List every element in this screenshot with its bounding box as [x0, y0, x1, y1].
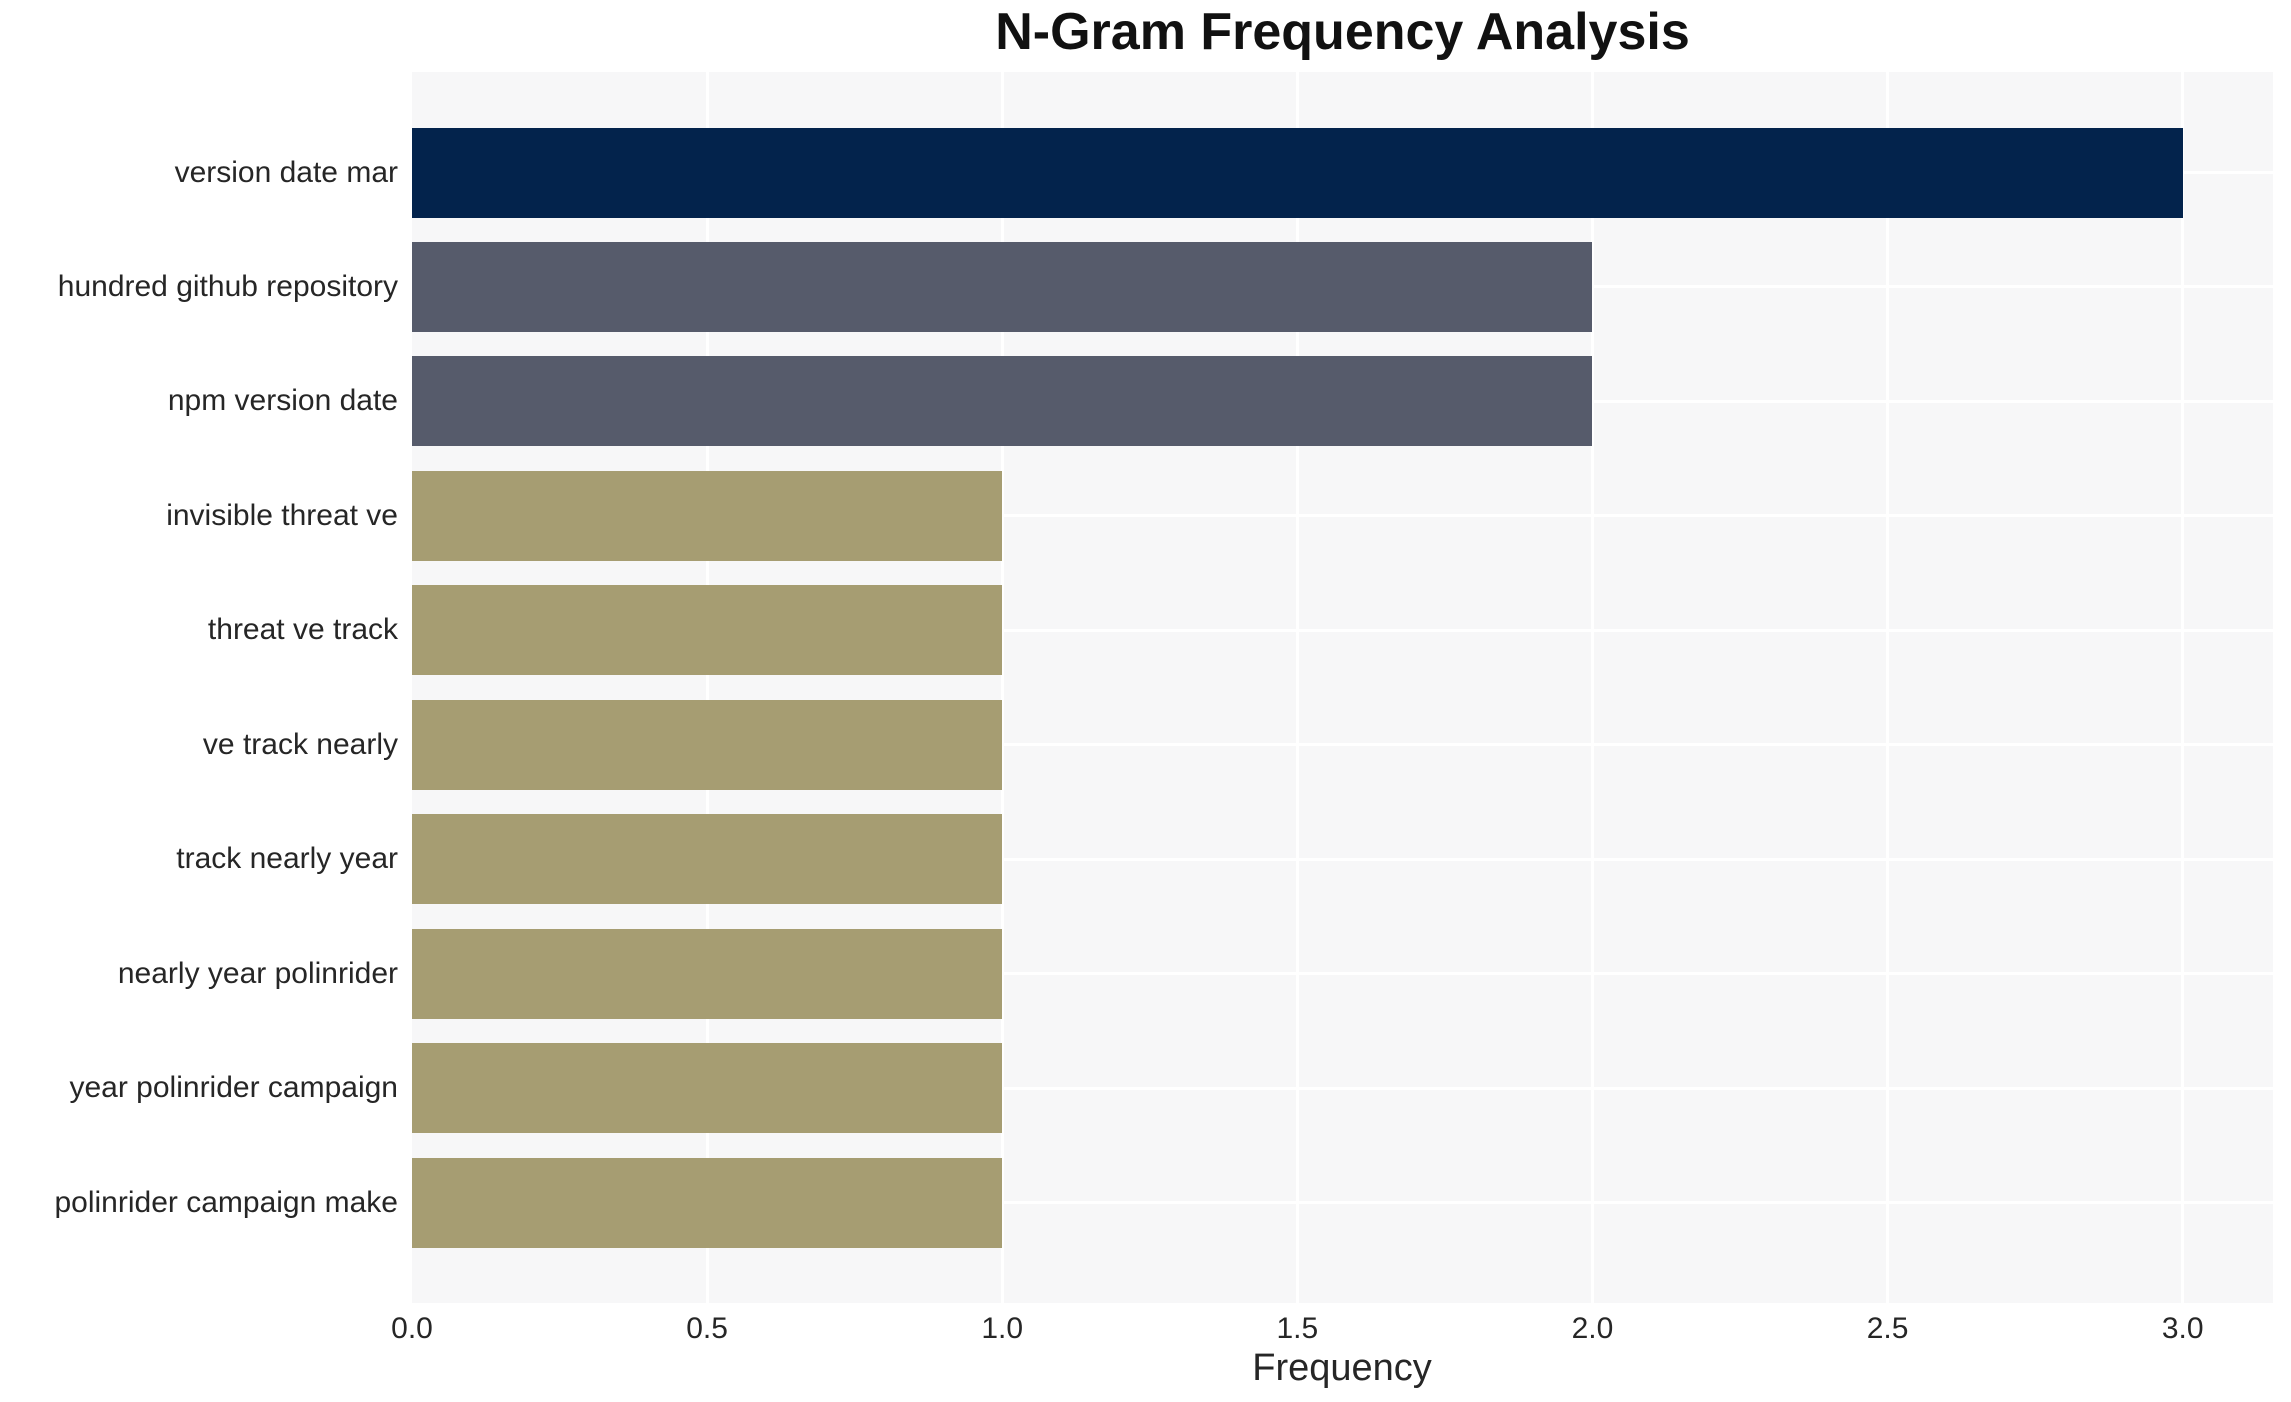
horizontal-gridline: [412, 1086, 2273, 1090]
y-tick-label: threat ve track: [207, 613, 398, 647]
bar: [412, 928, 1003, 1019]
horizontal-gridline: [412, 514, 2273, 518]
bar: [412, 127, 2183, 218]
vertical-gridline: [1000, 72, 1004, 1303]
y-tick-label: hundred github repository: [57, 269, 398, 303]
bar: [412, 1043, 1003, 1134]
bar: [412, 585, 1003, 676]
x-axis-title: Frequency: [1252, 1347, 1432, 1389]
y-tick-label: polinrider campaign make: [54, 1185, 398, 1219]
y-tick-label: ve track nearly: [202, 727, 398, 761]
y-tick-label: npm version date: [167, 384, 398, 418]
x-tick-label: 1.5: [1276, 1312, 1319, 1345]
vertical-gridline: [1886, 72, 1890, 1303]
x-tick-label: 0.5: [686, 1312, 728, 1345]
x-tick-label: 2.5: [1866, 1312, 1909, 1345]
vertical-gridline: [2181, 72, 2185, 1303]
bar: [412, 814, 1003, 905]
bar: [412, 356, 1593, 447]
x-tick-label: 2.0: [1571, 1312, 1614, 1345]
bar: [412, 241, 1593, 332]
vertical-gridline: [1590, 72, 1594, 1303]
x-tick-label: 3.0: [2161, 1312, 2204, 1345]
y-tick-label: version date mar: [174, 155, 398, 189]
x-tick-label: 0.0: [391, 1312, 433, 1345]
y-tick-label: invisible threat ve: [166, 498, 398, 532]
plot-area: [412, 72, 2273, 1303]
horizontal-gridline: [412, 743, 2273, 747]
x-tick-label: 1.0: [981, 1312, 1024, 1345]
horizontal-gridline: [412, 857, 2273, 861]
bar: [412, 1157, 1003, 1248]
bar: [412, 699, 1003, 790]
vertical-gridline: [1295, 72, 1299, 1303]
y-tick-label: nearly year polinrider: [117, 956, 398, 990]
chart-title: N-Gram Frequency Analysis: [995, 3, 1690, 61]
vertical-gridline: [705, 72, 709, 1303]
y-tick-label: year polinrider campaign: [69, 1071, 398, 1105]
horizontal-gridline: [412, 1201, 2273, 1204]
bar: [412, 470, 1003, 561]
horizontal-gridline: [412, 628, 2273, 632]
y-tick-label: track nearly year: [176, 842, 398, 876]
horizontal-gridline: [412, 972, 2273, 976]
